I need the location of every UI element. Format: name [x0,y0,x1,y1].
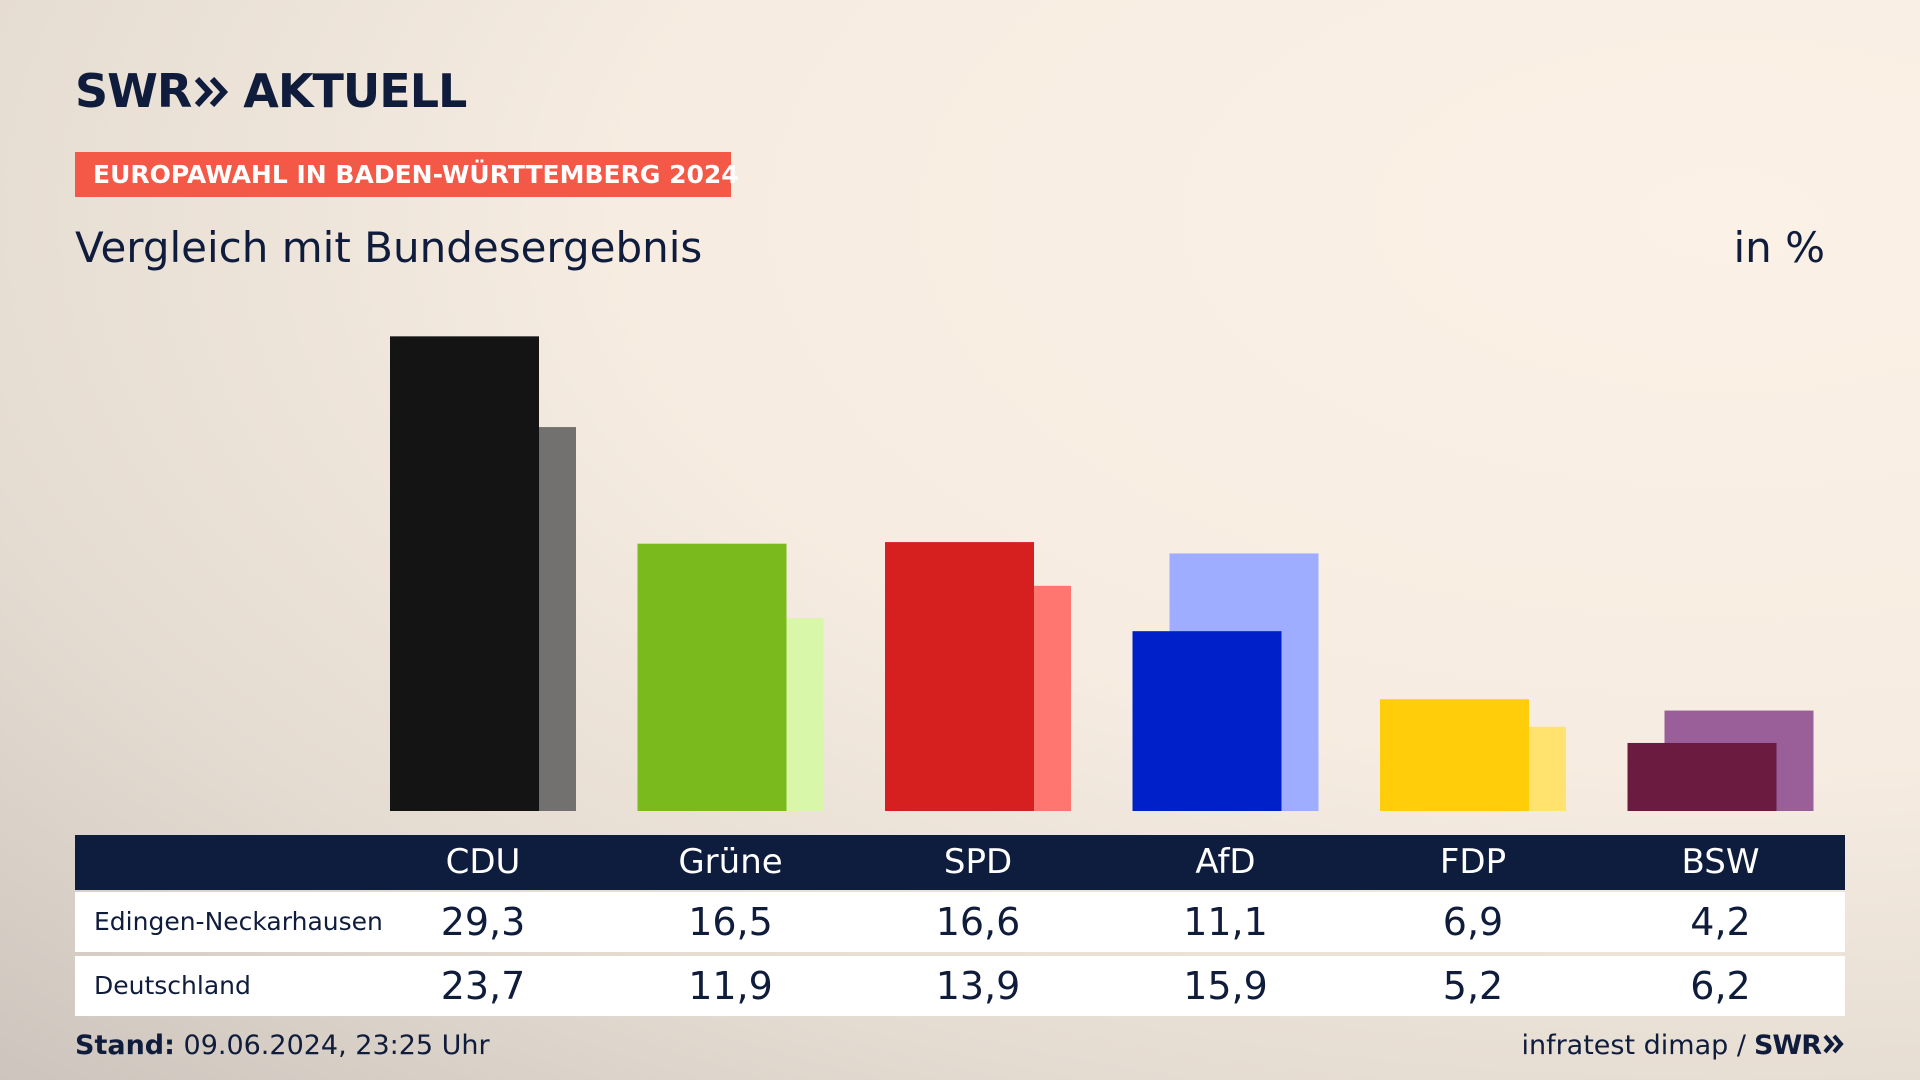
row-label: Deutschland [94,971,251,1000]
bar-bsw-edingen-neckarhausen [1627,742,1777,811]
stand-value: 09.06.2024, 23:25 Uhr [183,1030,490,1061]
party-label-afd: AfD [1195,842,1256,882]
value-fdp-deutschland: 5,2 [1442,964,1504,1008]
value-spd-deutschland: 13,9 [935,964,1021,1008]
party-label-gruene: Grüne [678,842,783,882]
bar-cdu-edingen-neckarhausen [390,336,539,811]
bar-fdp-edingen-neckarhausen [1380,699,1529,811]
table-row: Deutschland 23,7 11,9 13,9 15,9 5,2 6,2 [75,956,1845,1016]
value-bsw-edingen-neckarhausen: 4,2 [1690,900,1751,944]
value-cdu-edingen-neckarhausen: 29,3 [440,900,526,944]
value-afd-deutschland: 15,9 [1183,964,1268,1008]
logo-swr-text: SWR [75,64,192,118]
bar-afd-edingen-neckarhausen [1132,631,1282,811]
stand-label: Stand: [75,1030,175,1061]
value-bsw-deutschland: 6,2 [1690,964,1751,1008]
source-credit: infratest dimap / SWR [1521,1028,1845,1064]
value-gruene-edingen-neckarhausen: 16,5 [688,900,773,944]
value-afd-edingen-neckarhausen: 11,1 [1183,900,1268,944]
unit-label: in % [1733,223,1825,272]
table-header: CDU Grüne SPD AfD FDP BSW [75,835,1845,890]
value-fdp-edingen-neckarhausen: 6,9 [1442,900,1504,944]
footer-swr-logo: SWR [1753,1030,1822,1061]
bar-chart [390,336,1814,811]
party-label-fdp: FDP [1439,842,1507,882]
party-label-spd: SPD [943,842,1013,882]
chevron-double-right-icon [1821,1028,1845,1064]
chart-title: Vergleich mit Bundesergebnis [75,223,703,272]
source-text: infratest dimap / [1521,1030,1746,1061]
election-badge: EUROPAWAHL IN BADEN-WÜRTTEMBERG 2024 [75,152,739,197]
value-cdu-deutschland: 23,7 [440,964,526,1008]
value-gruene-deutschland: 11,9 [688,964,773,1008]
timestamp: Stand: 09.06.2024, 23:25 Uhr [75,1028,490,1064]
chevron-double-right-icon [195,66,229,116]
swr-aktuell-logo: SWR AKTUELL [75,64,467,118]
row-label: Edingen-Neckarhausen [94,907,383,936]
logo-aktuell-text: AKTUELL [243,64,467,118]
table-row: Edingen-Neckarhausen 29,3 16,5 16,6 11,1 6,9… [75,892,1845,952]
bar-spd-edingen-neckarhausen [885,542,1034,811]
party-label-cdu: CDU [445,842,521,882]
bar-gruene-edingen-neckarhausen [637,543,787,811]
value-spd-edingen-neckarhausen: 16,6 [935,900,1021,944]
party-label-bsw: BSW [1681,842,1760,882]
